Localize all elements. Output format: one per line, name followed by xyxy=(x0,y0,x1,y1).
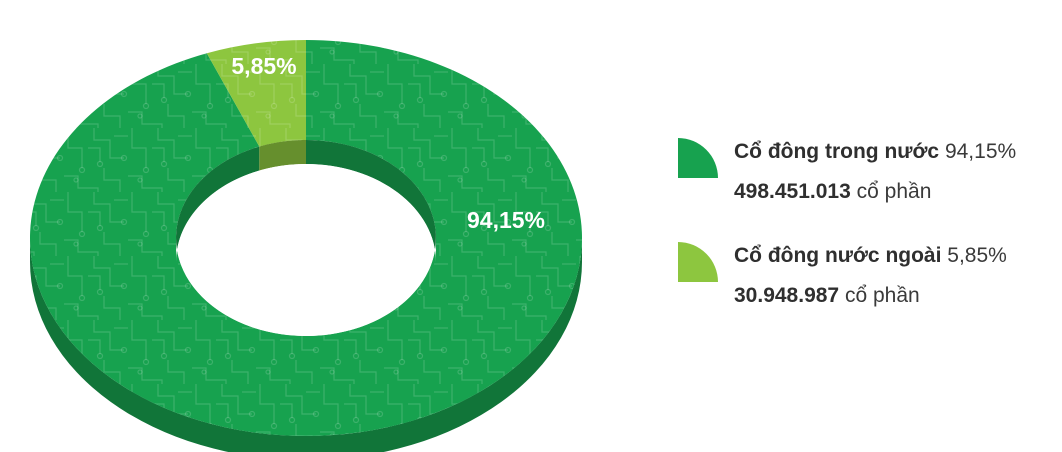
legend-unit-domestic: cổ phần xyxy=(856,180,932,203)
legend-swatch-foreign xyxy=(678,242,718,282)
legend-shares-domestic: 498.451.013 xyxy=(734,180,851,203)
legend-item-foreign: Cổ đông nước ngoài 5,85% 30.948.987 cổ p… xyxy=(678,242,1062,310)
inner-wall-1 xyxy=(259,140,306,171)
donut-hole xyxy=(176,164,436,336)
legend-label-domestic: Cổ đông trong nước xyxy=(734,140,940,163)
legend-item-domestic: Cổ đông trong nước 94,15% 498.451.013 cổ… xyxy=(678,138,1062,206)
inner-wall-0 xyxy=(176,146,260,261)
data-label-1: 5,85% xyxy=(231,53,296,79)
legend-unit-foreign: cổ phần xyxy=(844,284,920,307)
donut-group: 94,15% 5,85% xyxy=(30,40,583,452)
slice-1-texture xyxy=(206,40,306,147)
legend: Cổ đông trong nước 94,15% 498.451.013 cổ… xyxy=(678,138,1062,346)
legend-swatch-domestic xyxy=(678,138,718,178)
slice-0-texture xyxy=(30,40,583,436)
legend-shares-foreign: 30.948.987 xyxy=(734,284,840,307)
donut-chart: 94,15% 5,85% xyxy=(30,40,583,452)
legend-percent-foreign: 5,85% xyxy=(947,244,1007,267)
data-label-0: 94,15% xyxy=(467,207,545,233)
legend-percent-domestic: 94,15% xyxy=(944,140,1017,163)
legend-label-foreign: Cổ đông nước ngoài xyxy=(734,244,942,267)
inner-wall-0 xyxy=(306,140,436,258)
